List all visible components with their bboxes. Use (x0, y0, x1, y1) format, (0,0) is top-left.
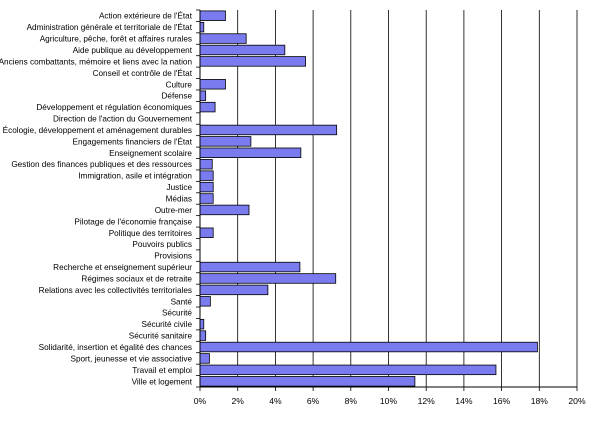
bar (199, 330, 207, 341)
category-label: Agriculture, pêche, forêt et affaires ru… (40, 35, 192, 44)
category-label: Pouvoirs publics (132, 240, 192, 249)
category-label: Enseignement scolaire (109, 149, 192, 158)
category-label: Défense (162, 92, 193, 101)
bar (199, 124, 338, 136)
bar (199, 136, 252, 147)
bar (199, 159, 213, 170)
category-label: Santé (171, 297, 193, 306)
category-label: Écologie, développement et aménagement d… (3, 125, 192, 135)
category-label: Ville et logement (132, 377, 193, 386)
bars (199, 10, 538, 387)
bar (199, 101, 216, 113)
bar (199, 44, 286, 56)
category-label: Sécurité (162, 309, 192, 318)
bar (199, 147, 302, 159)
bar (199, 181, 214, 193)
category-label: Pilotage de l'économie française (74, 217, 192, 226)
bar (199, 318, 205, 330)
grid-lines (237, 10, 578, 387)
category-label: Travail et emploi (132, 366, 192, 375)
category-label: Sécurité sanitaire (129, 332, 193, 341)
x-tick-label: 10% (380, 396, 398, 406)
bar (199, 273, 337, 284)
bar (199, 79, 226, 90)
bar (199, 90, 207, 101)
category-label: Recherche et enseignement supérieur (53, 263, 192, 272)
bar (199, 261, 301, 273)
x-tick-label: 6% (307, 396, 320, 406)
x-tick-label: 8% (345, 396, 358, 406)
x-tick-label: 12% (418, 396, 436, 406)
category-label: Justice (167, 183, 193, 192)
category-label: Médias (166, 195, 192, 204)
bar (199, 10, 226, 21)
category-label: Provisions (154, 252, 192, 261)
category-label: Outre-mer (155, 206, 193, 215)
x-tick-label: 14% (455, 396, 473, 406)
bar (199, 376, 416, 387)
bar (199, 341, 538, 353)
category-label: Sécurité civile (141, 320, 192, 329)
bar (199, 204, 250, 216)
x-tick-label: 0% (194, 396, 207, 406)
category-label: Action extérieure de l'État (99, 11, 193, 21)
bar (199, 193, 214, 204)
x-tick-label: 2% (231, 396, 244, 406)
category-label: Développement et régulation économiques (36, 103, 192, 112)
category-label: Solidarité, insertion et égalité des cha… (39, 343, 192, 352)
category-label: Administration générale et territoriale … (27, 22, 193, 32)
category-label: Gestion des finances publiques et des re… (11, 160, 192, 169)
bar (199, 353, 210, 364)
bar (199, 33, 247, 44)
bar (199, 21, 205, 33)
axes (196, 9, 578, 391)
category-label: Conseil et contrôle de l'État (93, 68, 193, 78)
category-label: Immigration, asile et intégration (78, 172, 192, 181)
bar (199, 296, 211, 307)
bar (199, 284, 269, 296)
category-label: Culture (166, 80, 193, 89)
category-label: Relations avec les collectivités territo… (39, 286, 192, 295)
category-labels: Action extérieure de l'ÉtatAdministratio… (0, 11, 193, 387)
x-tick-label: 16% (493, 396, 511, 406)
x-tick-label: 20% (568, 396, 586, 406)
category-label: Engagements financiers de l'État (73, 136, 193, 146)
x-tick-label: 18% (531, 396, 549, 406)
category-label: Aide publique au développement (73, 46, 193, 55)
x-tick-labels: 0% 2% 4% 6% 8% 10% 12% 14% 16% 18% 20% (194, 396, 586, 406)
bar (199, 170, 214, 181)
bar (199, 364, 497, 376)
category-label: Sport, jeunesse et vie associative (70, 354, 192, 363)
category-label: Direction de l'action du Gouvernement (53, 115, 193, 124)
bar (199, 227, 214, 238)
category-label: Régimes sociaux et de retraite (81, 274, 192, 283)
bar (199, 56, 306, 67)
x-tick-label: 4% (269, 396, 282, 406)
category-label: Anciens combattants, mémoire et liens av… (0, 57, 192, 66)
category-label: Politique des territoires (109, 229, 192, 238)
